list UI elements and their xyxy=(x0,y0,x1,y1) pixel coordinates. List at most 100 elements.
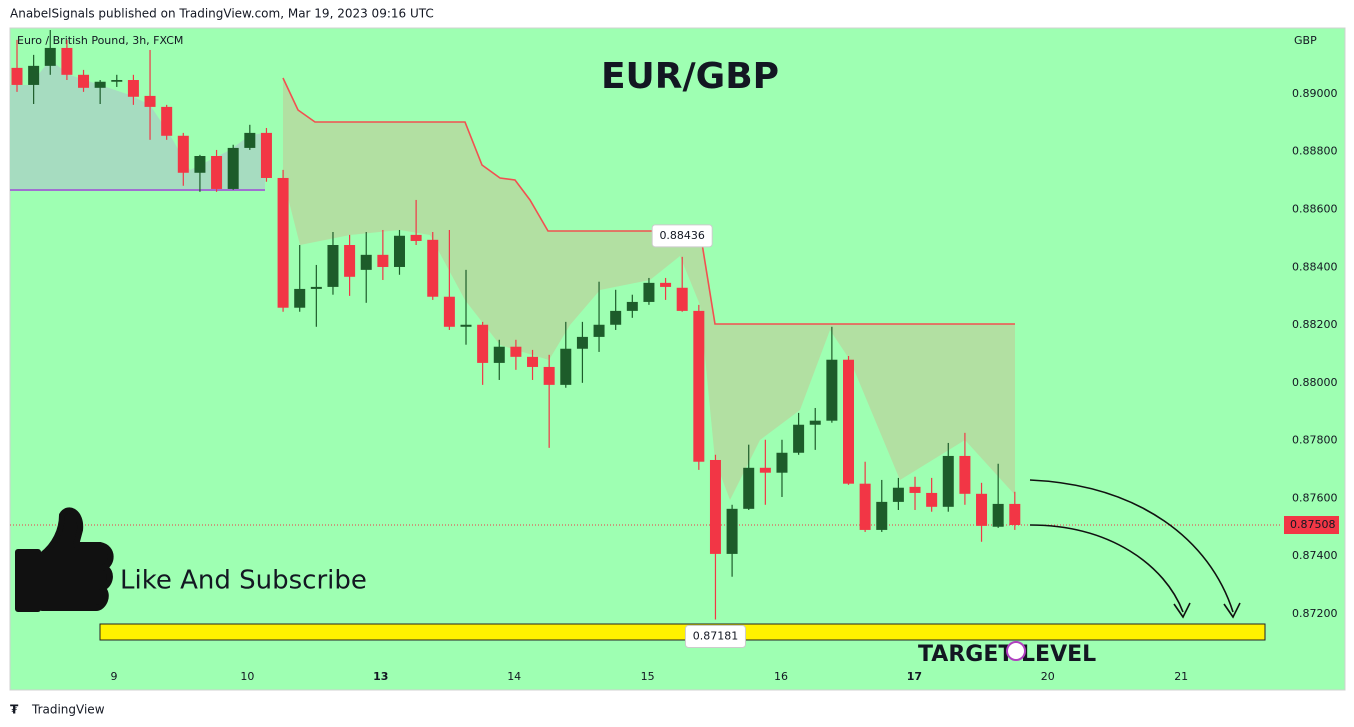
candle-body xyxy=(177,135,189,173)
candle-body xyxy=(959,455,971,494)
candle-body xyxy=(1009,503,1021,526)
candle-body xyxy=(626,301,638,311)
candle-body xyxy=(743,467,755,509)
y-tick-label: 0.88600 xyxy=(1292,202,1338,215)
x-tick-label: 21 xyxy=(1174,670,1188,683)
last-price-box xyxy=(1284,516,1339,535)
x-tick-label: 15 xyxy=(641,670,655,683)
candle-body xyxy=(643,282,655,302)
x-tick-label: 17 xyxy=(907,670,922,683)
left-zone xyxy=(10,60,265,190)
candle-body xyxy=(576,336,588,349)
candle-body xyxy=(410,234,422,241)
last-price-label: 0.87508 xyxy=(1290,518,1336,531)
candle-body xyxy=(992,503,1004,527)
candle-body xyxy=(327,245,339,287)
candle-body xyxy=(726,508,738,554)
arrow-head xyxy=(1173,602,1191,619)
candle-body xyxy=(759,467,771,473)
candle-body xyxy=(942,455,954,507)
candle-body xyxy=(709,459,721,554)
x-tick-label: 10 xyxy=(240,670,254,683)
logo: ₮ xyxy=(10,703,19,717)
candle-body xyxy=(377,254,389,267)
candle-body xyxy=(976,493,988,526)
candle-body xyxy=(427,239,439,297)
candle-body xyxy=(144,95,156,107)
candle-body xyxy=(94,81,106,88)
price-callout-label: 0.87181 xyxy=(693,629,739,642)
thumbs-up-icon xyxy=(15,507,114,612)
candle-body xyxy=(493,346,505,363)
candle-body xyxy=(194,156,206,173)
candle-body xyxy=(926,492,938,507)
candle-body xyxy=(477,324,489,363)
candle-body xyxy=(560,348,572,385)
candle-body xyxy=(294,288,306,308)
candle-body xyxy=(460,324,472,327)
candle-body xyxy=(892,487,904,502)
candle-body xyxy=(776,452,788,473)
y-tick-label: 0.88400 xyxy=(1292,260,1338,273)
candle-body xyxy=(78,74,90,88)
price-callout xyxy=(651,224,713,248)
header: AnabelSignals published on TradingView.c… xyxy=(10,7,434,21)
y-tick-label: 0.87200 xyxy=(1292,607,1338,620)
x-tick-label: 13 xyxy=(373,670,388,683)
y-tick-label: 0.87600 xyxy=(1292,491,1338,504)
candle-body xyxy=(344,245,356,277)
y-tick-label: 0.88800 xyxy=(1292,145,1338,158)
candle-body xyxy=(211,156,223,189)
candle-body xyxy=(11,67,23,85)
symbol: Euro / British Pound, 3h, FXCM xyxy=(17,34,183,47)
candle-body xyxy=(859,483,871,530)
y-tick-label: 0.87800 xyxy=(1292,434,1338,447)
candle-body xyxy=(360,254,372,270)
candle-body xyxy=(44,47,56,66)
candle-body xyxy=(61,47,73,75)
arrow xyxy=(1029,479,1234,613)
brand: TradingView xyxy=(31,703,105,717)
candle-body xyxy=(843,359,854,484)
candles xyxy=(11,30,1021,620)
indicator-zone xyxy=(283,78,1015,500)
x-tick-label: 14 xyxy=(507,670,521,683)
candle-body xyxy=(593,324,605,337)
target-band xyxy=(99,623,1266,641)
candle-body xyxy=(393,235,405,267)
candle-body xyxy=(310,286,322,289)
candle-body xyxy=(227,147,239,189)
currency: GBP xyxy=(1294,34,1317,47)
candle-body xyxy=(28,65,40,85)
candle-body xyxy=(244,132,256,148)
candle-body xyxy=(161,106,173,136)
candle-body xyxy=(543,366,555,385)
y-tick-label: 0.88000 xyxy=(1292,376,1338,389)
candle-body xyxy=(111,80,123,82)
arrow-head xyxy=(1223,602,1241,619)
candle-body xyxy=(660,282,672,287)
candle-body xyxy=(527,356,539,367)
x-tick-label: 20 xyxy=(1041,670,1055,683)
candle-body xyxy=(826,359,838,421)
price-callout-label: 0.88436 xyxy=(659,229,705,242)
candle-body xyxy=(277,177,289,308)
chart-title: EUR/GBP xyxy=(601,56,779,97)
arrow xyxy=(1029,524,1184,613)
annotation: Like And Subscribe xyxy=(120,566,367,596)
candle-body xyxy=(876,501,888,530)
plot-background xyxy=(9,27,1346,691)
candle-body xyxy=(127,80,139,97)
candle-body xyxy=(676,287,688,311)
icon xyxy=(1006,641,1026,661)
y-tick-label: 0.88200 xyxy=(1292,318,1338,331)
price-callout xyxy=(684,624,746,648)
candle-body xyxy=(693,310,705,462)
y-tick-label: 0.87400 xyxy=(1292,549,1338,562)
y-tick-label: 0.89000 xyxy=(1292,87,1338,100)
candle-body xyxy=(809,420,821,425)
x-tick-label: 16 xyxy=(774,670,788,683)
candle-body xyxy=(510,346,522,357)
candle-body xyxy=(793,424,805,453)
